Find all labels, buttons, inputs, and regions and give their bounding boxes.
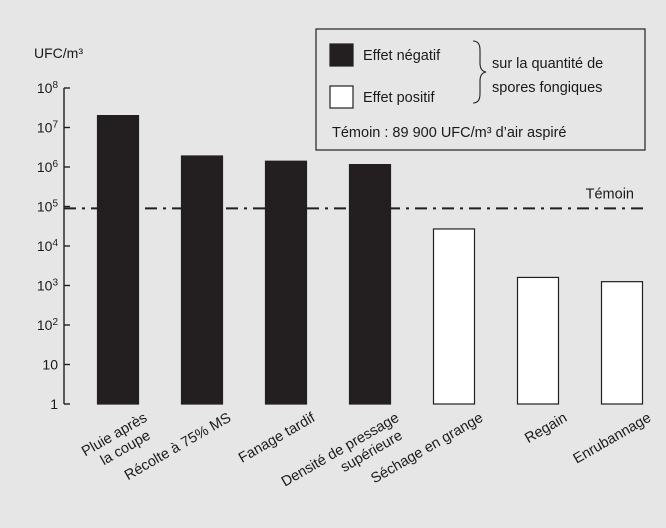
y-tick-label: 108 (37, 80, 59, 97)
legend-brace-text-line2: spores fongiques (492, 80, 602, 96)
legend-box (315, 28, 646, 151)
y-tick-label: 10 (42, 357, 58, 373)
bar-1 (180, 155, 224, 405)
bar-0 (96, 115, 140, 405)
legend-positive-label: Effet positif (363, 90, 435, 106)
y-tick-label: 102 (37, 317, 59, 334)
y-tick-label: 104 (37, 238, 59, 255)
bars (96, 115, 644, 405)
legend-swatch-negative (329, 43, 354, 67)
y-tick-label: 105 (37, 198, 59, 215)
legend-brace-text-line1: sur la quantité de (492, 56, 603, 72)
y-tick-label: 106 (37, 159, 59, 176)
y-tick-label: 103 (37, 277, 59, 294)
bar-2 (264, 160, 308, 405)
legend-swatch-positive (329, 85, 354, 109)
y-axis: 1 10 102 103 104 105 106 107 108 (37, 80, 70, 412)
y-axis-label: UFC/m³ (34, 45, 83, 61)
temoin-label: Témoin (586, 186, 634, 202)
legend-control-note: Témoin : 89 900 UFC/m³ d’air aspiré (332, 125, 567, 141)
bar-5 (516, 276, 560, 405)
legend-brace (472, 40, 487, 104)
legend: Effet négatif Effet positif sur la quant… (315, 28, 646, 151)
y-tick-label: 1 (50, 396, 58, 412)
bar-4 (432, 228, 476, 405)
y-tick-label: 107 (37, 119, 59, 136)
legend-negative-label: Effet négatif (363, 48, 441, 64)
bar-3 (348, 164, 392, 405)
bar-6 (600, 281, 644, 405)
